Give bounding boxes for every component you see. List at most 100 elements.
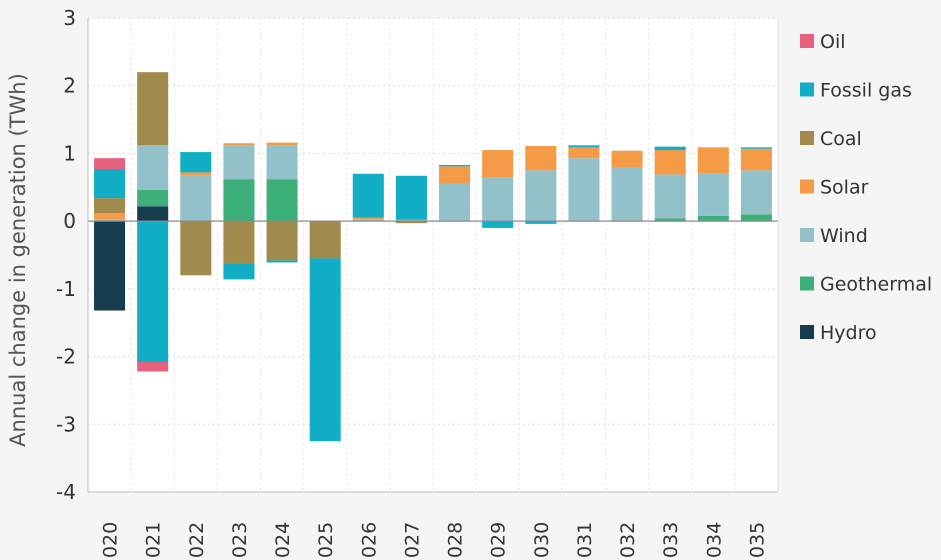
bar-oil-2020 [94,158,126,170]
bar-wind-2034 [697,173,729,216]
legend-label-coal: Coal [820,128,862,150]
legend: Oil Fossil gas Coal Solar Wind Geothermal Hydr… [800,31,932,344]
bar-wind-2030 [525,170,557,222]
legend-swatch-coal [800,131,814,145]
bar-fossil-gas-2035 [740,147,772,149]
bar-solar-2029 [482,150,514,178]
bar-geothermal-2023 [223,179,255,222]
bar-geothermal-2024 [266,179,298,222]
bar-wind-2023 [223,145,255,180]
x-tick-label: 2020 [100,522,122,560]
bar-coal-2021 [137,72,169,146]
y-tick-label: 3 [63,6,76,30]
bar-wind-2024 [266,145,298,180]
legend-swatch-wind [800,228,814,242]
x-tick-label: 2033 [660,522,682,560]
y-axis-title: Annual change in generation (TWh) [6,73,30,447]
x-tick-label: 2032 [617,522,639,560]
bars [94,72,772,442]
x-tick-label: 2030 [531,522,553,560]
bar-wind-2033 [654,174,686,219]
bar-wind-2026 [352,219,384,222]
x-tick-label: 2025 [315,522,337,560]
bar-oil-2021 [137,361,169,372]
bar-fossil-gas-2021 [137,221,169,362]
legend-swatch-geothermal [800,276,814,291]
x-tick-label: 2035 [746,522,768,560]
bar-coal-2022 [180,221,212,276]
legend-label-fossil-gas: Fossil gas [820,80,912,102]
x-tick-label: 2028 [445,522,467,560]
bar-fossil-gas-2024 [266,260,298,263]
bar-solar-2033 [654,150,686,175]
bar-coal-2025 [309,221,341,259]
bar-coal-2027 [395,221,427,224]
legend-swatch-hydro [800,325,814,339]
bar-geothermal-2034 [697,215,729,222]
bar-geothermal-2035 [740,214,772,222]
bar-wind-2032 [611,166,643,222]
bar-solar-2030 [525,145,557,171]
legend-label-geothermal: Geothermal [820,274,932,296]
bar-fossil-gas-2030 [525,221,557,224]
bar-wind-2021 [137,145,169,190]
bar-wind-2031 [568,158,600,222]
x-tick-label: 2027 [401,522,423,560]
bar-fossil-gas-2023 [223,263,255,280]
legend-label-wind: Wind [820,225,868,247]
bar-hydro-2021 [137,206,169,222]
bar-fossil-gas-2031 [568,145,600,148]
x-tick-label: 2029 [488,522,510,560]
bar-solar-2034 [697,147,729,174]
y-tick-label: -1 [56,277,76,301]
bar-fossil-gas-2026 [352,173,384,218]
bar-solar-2031 [568,147,600,159]
legend-swatch-fossil-gas [800,82,814,97]
x-tick-label: 2023 [229,522,251,560]
bar-solar-2020 [94,213,126,220]
bar-wind-2029 [482,177,514,222]
bar-solar-2035 [740,148,772,171]
x-tick-label: 2024 [272,522,294,560]
bar-fossil-gas-2020 [94,169,126,199]
legend-label-hydro: Hydro [820,322,877,344]
bar-hydro-2020 [94,221,126,311]
x-tick-label: 2021 [143,522,165,560]
bar-wind-2022 [180,175,212,222]
y-tick-label: 2 [63,74,76,98]
bar-fossil-gas-2029 [482,221,514,228]
bar-fossil-gas-2025 [309,258,341,442]
bar-solar-2028 [439,166,471,184]
y-tick-label: 0 [63,209,76,233]
x-tick-label: 2026 [358,522,380,560]
bar-solar-2023 [223,143,255,146]
legend-label-solar: Solar [820,177,869,199]
bar-wind-2035 [740,170,772,215]
bar-wind-2020 [94,219,126,222]
bar-wind-2027 [395,219,427,222]
legend-swatch-oil [800,34,814,48]
y-tick-label: -4 [56,480,76,504]
legend-swatch-solar [800,179,814,194]
x-tick-label: 2034 [703,522,725,560]
axes: -4 -3 -2 -1 0 1 2 3 2020 2021 2022 2023 2024 2025 2026… [56,6,779,560]
y-tick-label: 1 [63,141,76,165]
bar-coal-2020 [94,198,126,214]
bar-fossil-gas-2027 [395,175,427,220]
bar-coal-2024 [266,221,298,261]
y-tick-label: -3 [56,412,76,436]
bar-solar-2024 [266,142,298,146]
y-tick-label: -2 [56,345,76,369]
bar-fossil-gas-2022 [180,152,212,173]
x-tick-label: 2031 [574,522,596,560]
x-tick-label: 2022 [186,522,208,560]
bar-solar-2022 [180,172,212,176]
bar-solar-2026 [352,217,384,220]
bar-geothermal-2021 [137,189,169,207]
bar-solar-2032 [611,150,643,167]
bar-fossil-gas-2033 [654,146,686,151]
bar-coal-2023 [223,221,255,264]
bar-fossil-gas-2028 [439,164,471,167]
